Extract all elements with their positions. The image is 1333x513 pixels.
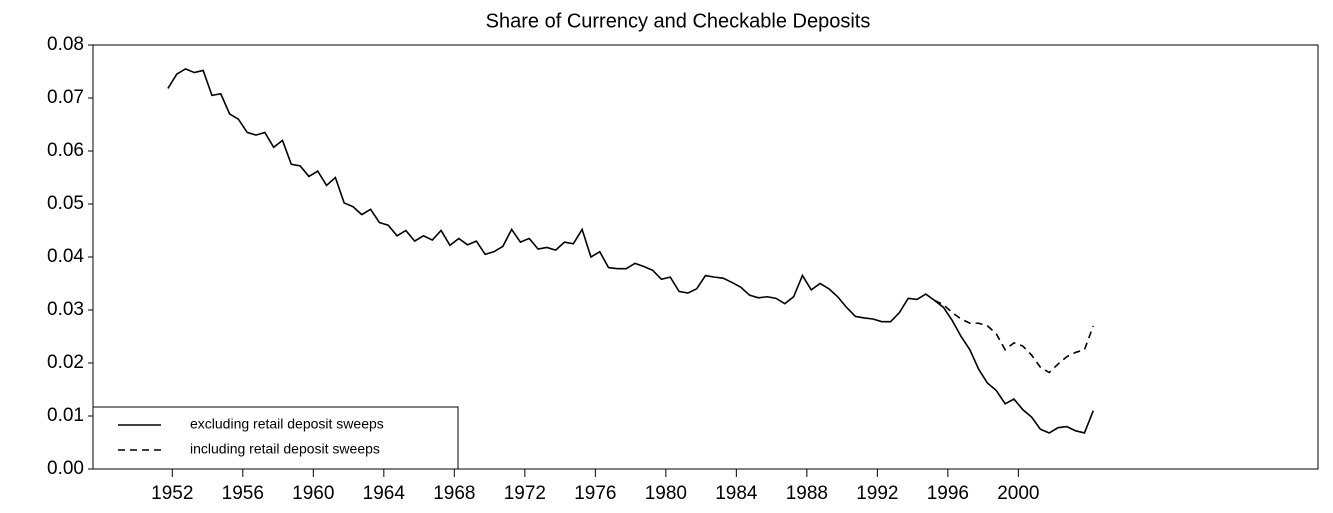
y-tick-label: 0.01 [47, 405, 84, 426]
legend-label: excluding retail deposit sweeps [190, 416, 384, 432]
x-tick-label: 1980 [645, 483, 687, 504]
x-tick-label: 1960 [292, 483, 334, 504]
chart-title: Share of Currency and Checkable Deposits [486, 10, 871, 32]
x-tick-label: 1972 [504, 483, 546, 504]
y-tick-label: 0.02 [47, 352, 84, 373]
legend-box [92, 406, 459, 470]
x-tick-label: 1984 [715, 483, 758, 504]
x-tick-label: 1964 [363, 483, 406, 504]
x-tick-label: 1996 [927, 483, 969, 504]
series-line [934, 299, 1095, 374]
x-tick-label: 1968 [433, 483, 475, 504]
series-line [167, 67, 1095, 434]
y-tick-label: 0.03 [47, 299, 84, 320]
x-tick-label: 1988 [786, 483, 828, 504]
x-tick-label: 1992 [856, 483, 898, 504]
y-tick-label: 0.07 [47, 87, 84, 108]
y-tick-label: 0.04 [47, 246, 84, 267]
y-tick-label: 0.08 [47, 34, 84, 55]
x-tick-label: 1956 [222, 483, 264, 504]
legend-label: including retail deposit sweeps [190, 441, 380, 457]
y-tick-label: 0.05 [47, 193, 84, 214]
y-tick-label: 0.00 [47, 458, 84, 479]
plot-frame [92, 44, 1319, 470]
x-tick-label: 1976 [574, 483, 616, 504]
x-tick-label: 2000 [997, 483, 1039, 504]
x-tick-label: 1952 [151, 483, 193, 504]
y-tick-label: 0.06 [47, 140, 84, 161]
